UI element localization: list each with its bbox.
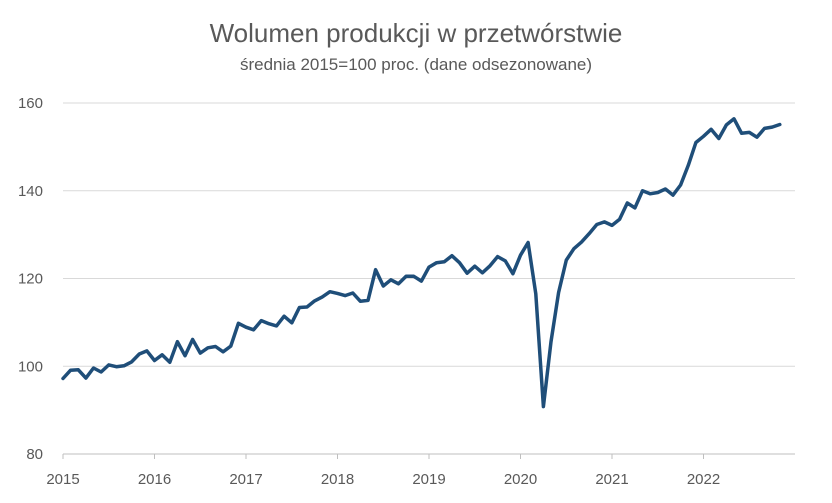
x-tick-label: 2016 <box>138 471 171 488</box>
x-tick-label: 2020 <box>504 471 537 488</box>
y-tick-label: 80 <box>26 446 43 463</box>
x-tick-label: 2017 <box>229 471 262 488</box>
y-tick-label: 160 <box>18 95 43 112</box>
x-tick-label: 2018 <box>321 471 354 488</box>
x-tick-label: 2022 <box>687 471 720 488</box>
x-tick-label: 2019 <box>412 471 445 488</box>
x-tick-label: 2015 <box>46 471 79 488</box>
y-tick-label: 140 <box>18 183 43 200</box>
chart-title: Wolumen produkcji w przetwórstwie <box>209 18 623 48</box>
x-tick-label: 2021 <box>595 471 628 488</box>
y-tick-label: 100 <box>18 358 43 375</box>
y-tick-label: 120 <box>18 271 43 288</box>
series-line <box>61 117 782 409</box>
chart-subtitle: średnia 2015=100 proc. (dane odsezonowan… <box>239 55 593 74</box>
